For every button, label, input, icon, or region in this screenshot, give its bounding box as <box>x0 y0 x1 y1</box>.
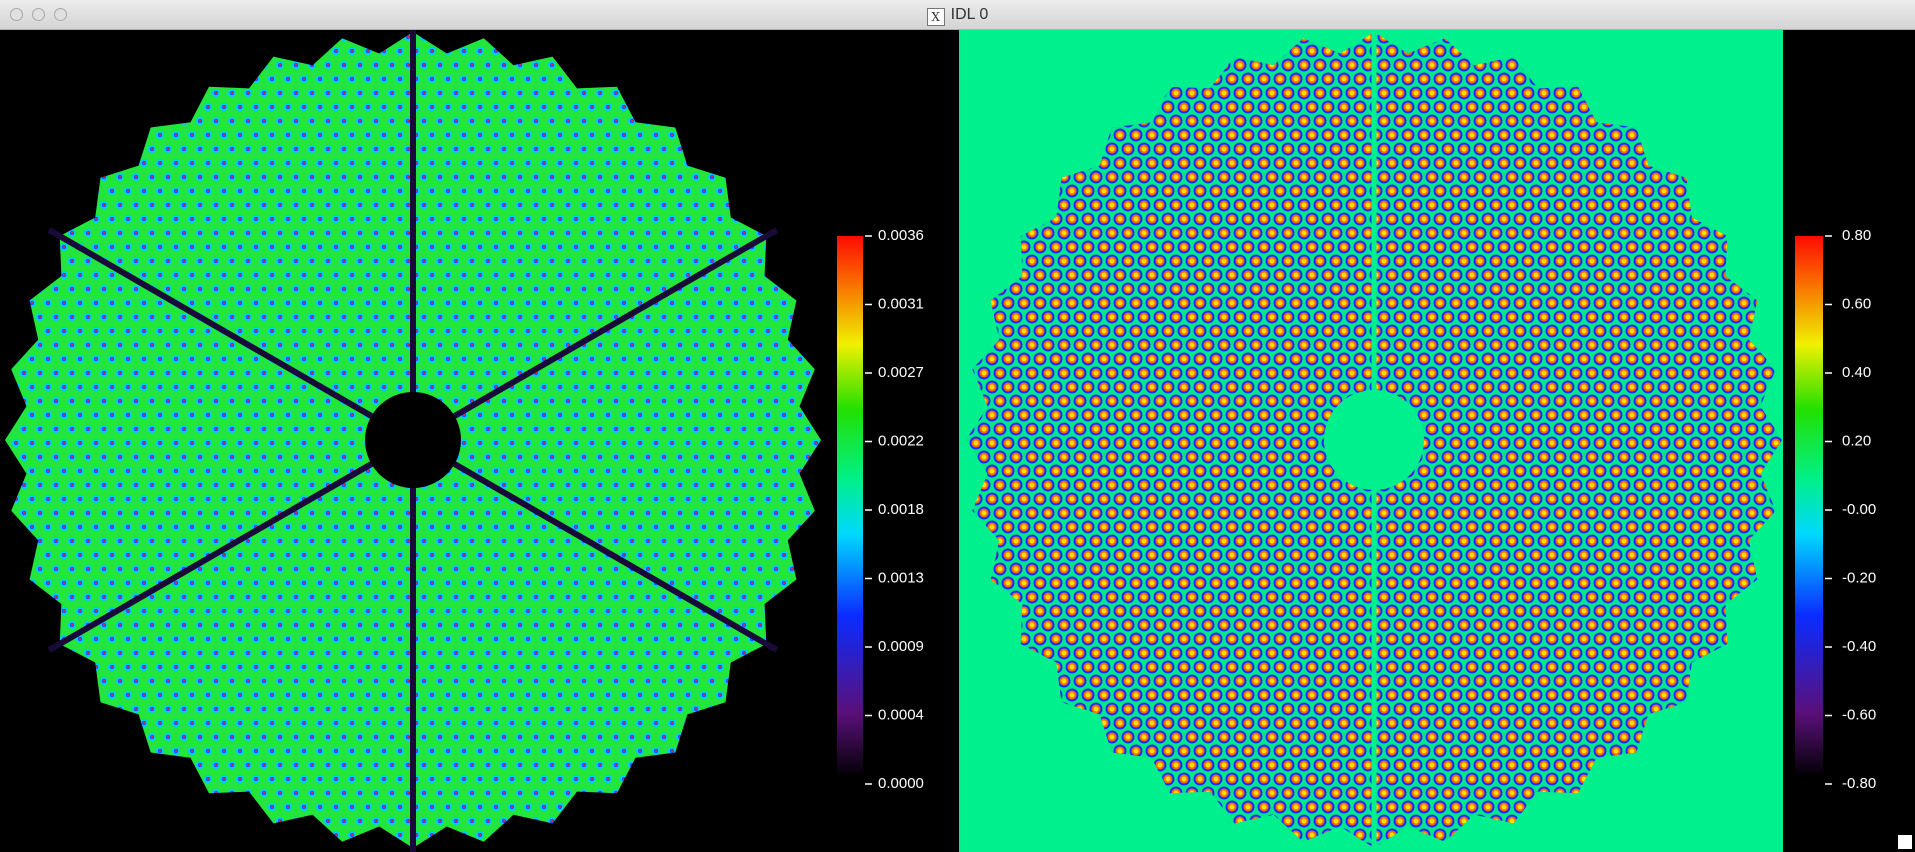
tick-label: 0.0009 <box>878 638 924 655</box>
tick-label: 0.20 <box>1842 432 1871 449</box>
tick-label: 0.0027 <box>878 364 924 381</box>
right-colorbar <box>1795 236 1823 778</box>
window-title-area: X IDL 0 <box>0 6 1915 26</box>
page: XIDL 0 0.00360.00310.00270.00220.00180.0… <box>0 0 1915 852</box>
tick-label: 0.0036 <box>878 227 924 244</box>
resize-handle[interactable] <box>1898 835 1912 849</box>
window-title: IDL 0 <box>951 6 989 23</box>
title-bar: X IDL 0 <box>0 0 1915 30</box>
tick-label: 0.80 <box>1842 227 1871 244</box>
tick-label: 0.0013 <box>878 569 924 586</box>
tick-label: 0.0018 <box>878 501 924 518</box>
central-obscuration <box>1324 390 1424 490</box>
tick-label: -0.80 <box>1842 775 1876 792</box>
tick-label: 0.40 <box>1842 364 1871 381</box>
tick-label: 0.60 <box>1842 295 1871 312</box>
tick-label: 0.0004 <box>878 706 924 723</box>
tick-label: 0.0031 <box>878 295 924 312</box>
left-colorbar <box>837 236 863 778</box>
display: 0.0036 0.0031 0.0027 0.0022 0.0018 0.0013 0.00… <box>0 30 1915 852</box>
tick-label: -0.20 <box>1842 569 1876 586</box>
x11-icon: X <box>927 8 945 26</box>
tick-label: 0.0022 <box>878 432 924 449</box>
tick-label: -0.40 <box>1842 638 1876 655</box>
tick-label: -0.00 <box>1842 501 1876 518</box>
central-obscuration <box>365 392 461 488</box>
tick-label: 0.0000 <box>878 775 924 792</box>
tick-label: -0.60 <box>1842 706 1876 723</box>
